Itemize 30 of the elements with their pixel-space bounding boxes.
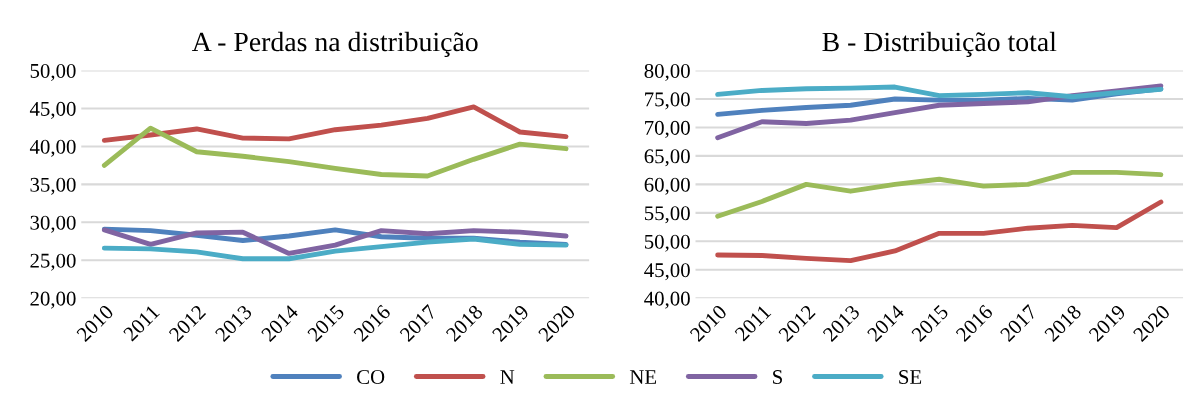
y-tick-label: 50,00 (30, 63, 76, 81)
chart-title: A - Perdas na distribuição (191, 31, 478, 57)
y-tick-label: 25,00 (30, 253, 76, 271)
y-tick-label: 60,00 (644, 177, 690, 195)
line-series (101, 125, 569, 179)
legend-label: SE (899, 370, 922, 385)
line-series (715, 199, 1164, 264)
y-tick-label: 35,00 (30, 177, 76, 195)
y-tick-label: 55,00 (644, 206, 690, 224)
y-tick-label: 65,00 (644, 149, 690, 167)
y-tick-label: 80,00 (644, 63, 690, 81)
y-tick-label: 30,00 (30, 215, 76, 233)
y-tick-label: 50,00 (644, 234, 690, 252)
chart-title: B - Distribuição total (822, 31, 1057, 57)
line-series (101, 104, 569, 143)
y-tick-label: 45,00 (29, 101, 76, 119)
y-tick-label: 70,00 (645, 120, 690, 138)
legend-label: N (500, 370, 515, 384)
y-tick-label: 20,00 (30, 291, 76, 309)
y-tick-label: 40,00 (29, 139, 76, 157)
y-tick-label: 45,00 (644, 263, 690, 281)
y-tick-label: 40,00 (644, 291, 690, 309)
legend-label: S (773, 370, 782, 385)
line-series (101, 236, 569, 262)
line-series (715, 84, 1164, 100)
legend-label: NE (629, 370, 657, 384)
y-tick-label: 75,00 (645, 92, 690, 110)
line-series (715, 169, 1164, 219)
legend-label: CO (357, 370, 385, 385)
line-series (101, 227, 569, 256)
